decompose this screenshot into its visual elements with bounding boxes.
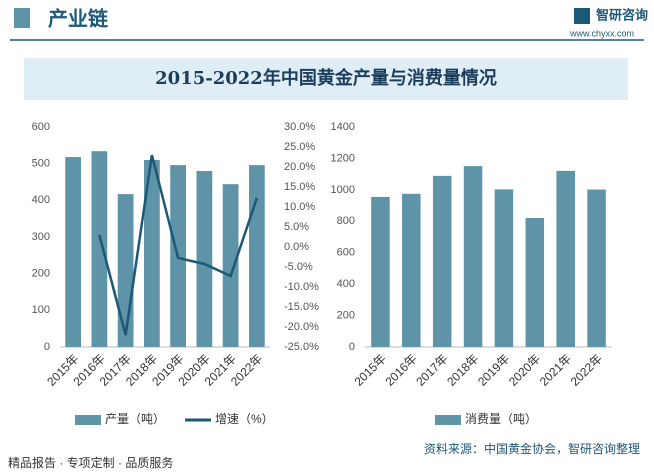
legend-label: 消费量（吨） <box>465 412 537 426</box>
y-tick-label: 1000 <box>331 184 355 196</box>
y2-tick-label: 25.0% <box>284 141 315 153</box>
bar <box>402 193 421 347</box>
bar <box>587 189 606 347</box>
y2-tick-label: -15.0% <box>284 301 319 313</box>
source: 资料来源：中国黄金协会，智研咨询整理 <box>424 441 640 456</box>
bar <box>556 170 575 347</box>
legend-label: 增速（%） <box>215 412 274 426</box>
bar <box>249 165 265 347</box>
brand: 智研咨询 <box>596 7 648 22</box>
y-tick-label: 0 <box>349 341 355 353</box>
y2-tick-label: -10.0% <box>284 281 319 293</box>
url: www.chyxx.com <box>569 28 634 38</box>
y-tick-label: 1200 <box>331 152 355 164</box>
chart-title: 2015-2022年中国黄金产量与消费量情况 <box>155 67 497 89</box>
y-tick-label: 100 <box>32 304 50 316</box>
y2-tick-label: 30.0% <box>284 121 315 133</box>
y2-tick-label: -20.0% <box>284 321 319 333</box>
y2-tick-label: 10.0% <box>284 201 315 213</box>
bar <box>222 184 239 347</box>
bar <box>494 189 514 347</box>
y-tick-label: 500 <box>32 158 50 170</box>
bar <box>144 160 160 347</box>
y-tick-label: 0 <box>44 341 50 353</box>
y-tick-label: 800 <box>337 215 355 227</box>
bar <box>196 171 213 347</box>
legend-swatch <box>435 415 461 425</box>
bar <box>463 166 483 347</box>
bar <box>525 217 545 347</box>
header-icon <box>14 8 30 28</box>
header-title: 产业链 <box>48 6 109 30</box>
bar <box>65 157 81 347</box>
y-tick-label: 200 <box>32 268 50 280</box>
legend-swatch <box>75 415 101 425</box>
y2-tick-label: -5.0% <box>284 261 313 273</box>
legend-label: 产量（吨） <box>105 412 165 426</box>
y-tick-label: 600 <box>32 121 50 133</box>
y2-tick-label: 15.0% <box>284 181 315 193</box>
y2-tick-label: 0.0% <box>284 241 309 253</box>
y-tick-label: 400 <box>32 194 50 206</box>
bar <box>91 151 108 347</box>
y-tick-label: 1400 <box>331 121 355 133</box>
y2-tick-label: 20.0% <box>284 161 315 173</box>
line <box>98 154 259 336</box>
y-tick-label: 200 <box>337 309 355 321</box>
logo <box>574 8 590 24</box>
y-tick-label: 300 <box>32 231 50 243</box>
y-tick-label: 400 <box>337 278 355 290</box>
slogan: 精品报告 · 专项定制 · 品质服务 <box>8 455 173 470</box>
bar <box>371 196 390 347</box>
title-box <box>24 58 628 100</box>
y-tick-label: 600 <box>337 247 355 259</box>
bar <box>432 175 452 347</box>
y2-tick-label: 5.0% <box>284 221 309 233</box>
y2-tick-label: -25.0% <box>284 341 319 353</box>
bar <box>117 194 134 347</box>
